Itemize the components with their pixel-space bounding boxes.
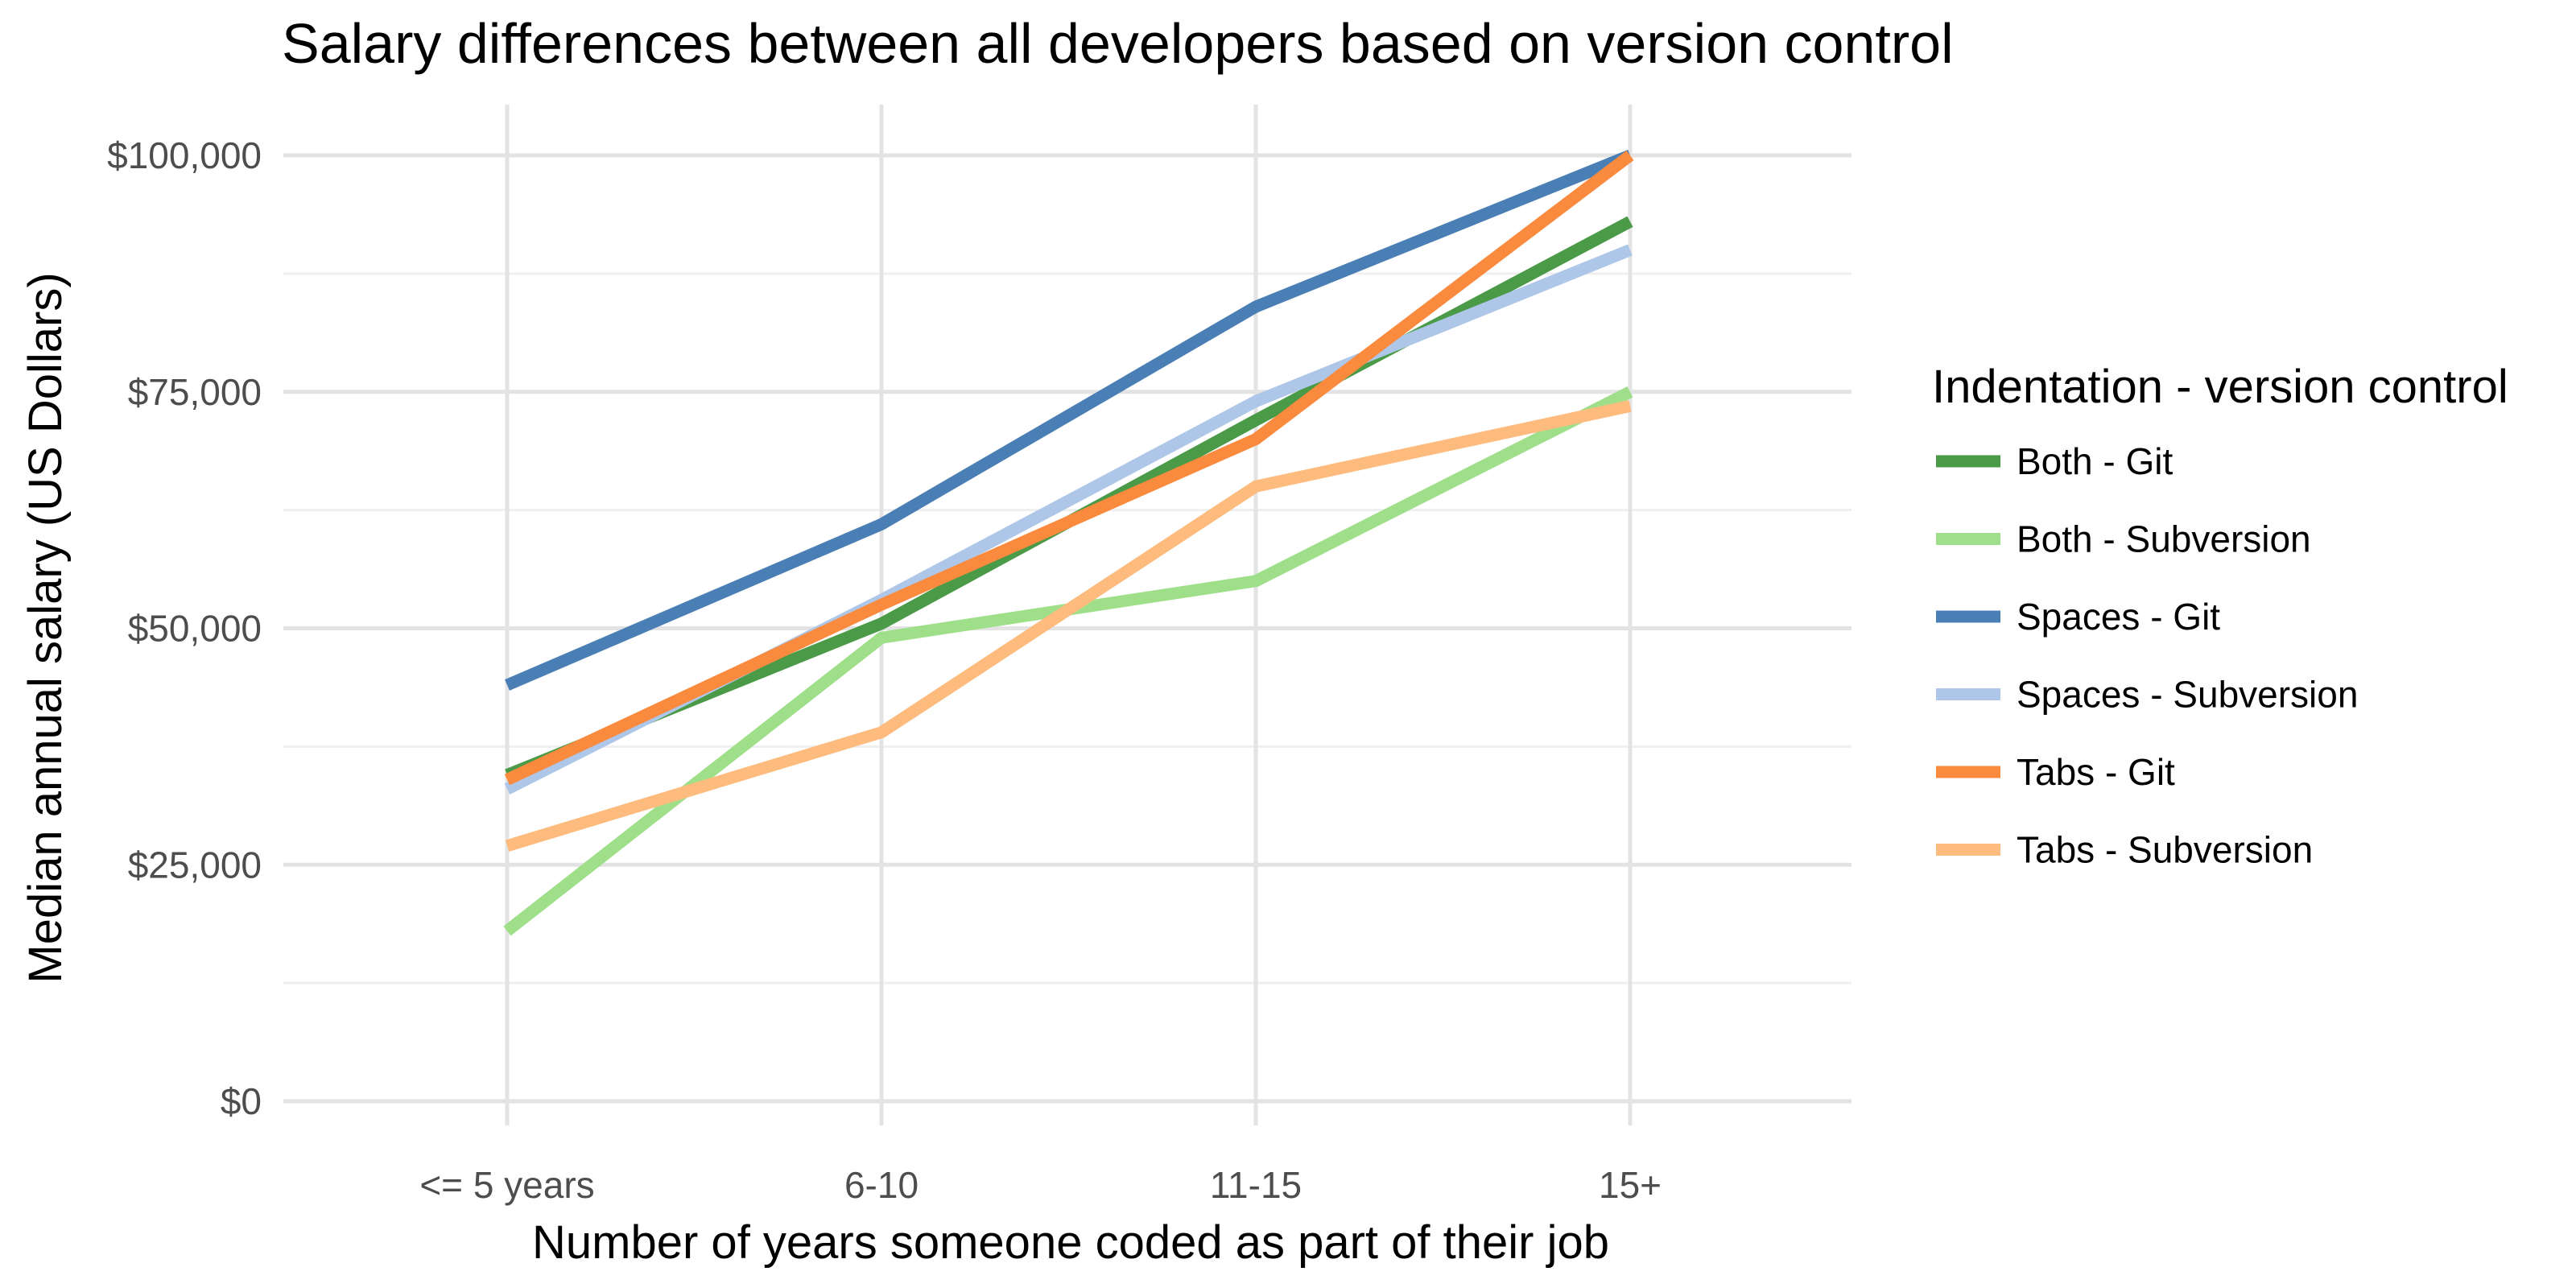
chart-title: Salary differences between all developer…	[282, 12, 1954, 75]
x-tick-label: 15+	[1599, 1164, 1662, 1206]
y-tick-label: $25,000	[128, 844, 262, 886]
series-line-spaces-git	[505, 150, 1633, 691]
y-tick-label: $75,000	[128, 371, 262, 413]
legend-label: Tabs - Git	[2017, 751, 2175, 793]
series-lines	[503, 150, 1634, 936]
plot-panel	[283, 105, 1852, 1125]
legend-label: Spaces - Git	[2017, 596, 2220, 638]
x-axis-tick-labels: <= 5 years 6-10 11-15 15+	[419, 1164, 1662, 1206]
legend: Indentation - version control Both - Git…	[1932, 361, 2508, 871]
y-tick-label: $0	[221, 1080, 262, 1122]
legend-label: Both - Subversion	[2017, 518, 2311, 560]
legend-item-both-git: Both - Git	[1936, 440, 2174, 482]
y-axis-tick-labels: $0 $25,000 $50,000 $75,000 $100,000	[107, 134, 262, 1122]
legend-label: Tabs - Subversion	[2017, 829, 2313, 871]
legend-item-spaces-git: Spaces - Git	[1936, 596, 2220, 638]
legend-items: Both - Git Both - Subversion Spaces - Git S…	[1936, 440, 2358, 871]
legend-label: Spaces - Subversion	[2017, 674, 2358, 716]
y-tick-label: $100,000	[107, 134, 262, 176]
legend-item-tabs-git: Tabs - Git	[1936, 751, 2175, 793]
x-tick-label: 11-15	[1210, 1164, 1302, 1206]
legend-title: Indentation - version control	[1932, 361, 2508, 413]
series-line-tabs-subversion	[505, 400, 1632, 852]
legend-item-tabs-subversion: Tabs - Subversion	[1936, 829, 2313, 871]
legend-label: Both - Git	[2017, 440, 2174, 482]
legend-item-both-subversion: Both - Subversion	[1936, 518, 2311, 560]
minor-gridlines	[283, 272, 1852, 985]
legend-item-spaces-subversion: Spaces - Subversion	[1936, 674, 2358, 716]
series-line-tabs-git	[504, 151, 1634, 786]
major-gridlines	[283, 105, 1852, 1125]
y-axis-title: Median annual salary (US Dollars)	[19, 272, 72, 983]
x-tick-label: 6-10	[844, 1164, 919, 1206]
x-tick-label: <= 5 years	[419, 1164, 594, 1206]
x-axis-title: Number of years someone coded as part of…	[532, 1216, 1609, 1269]
y-tick-label: $50,000	[128, 608, 262, 650]
